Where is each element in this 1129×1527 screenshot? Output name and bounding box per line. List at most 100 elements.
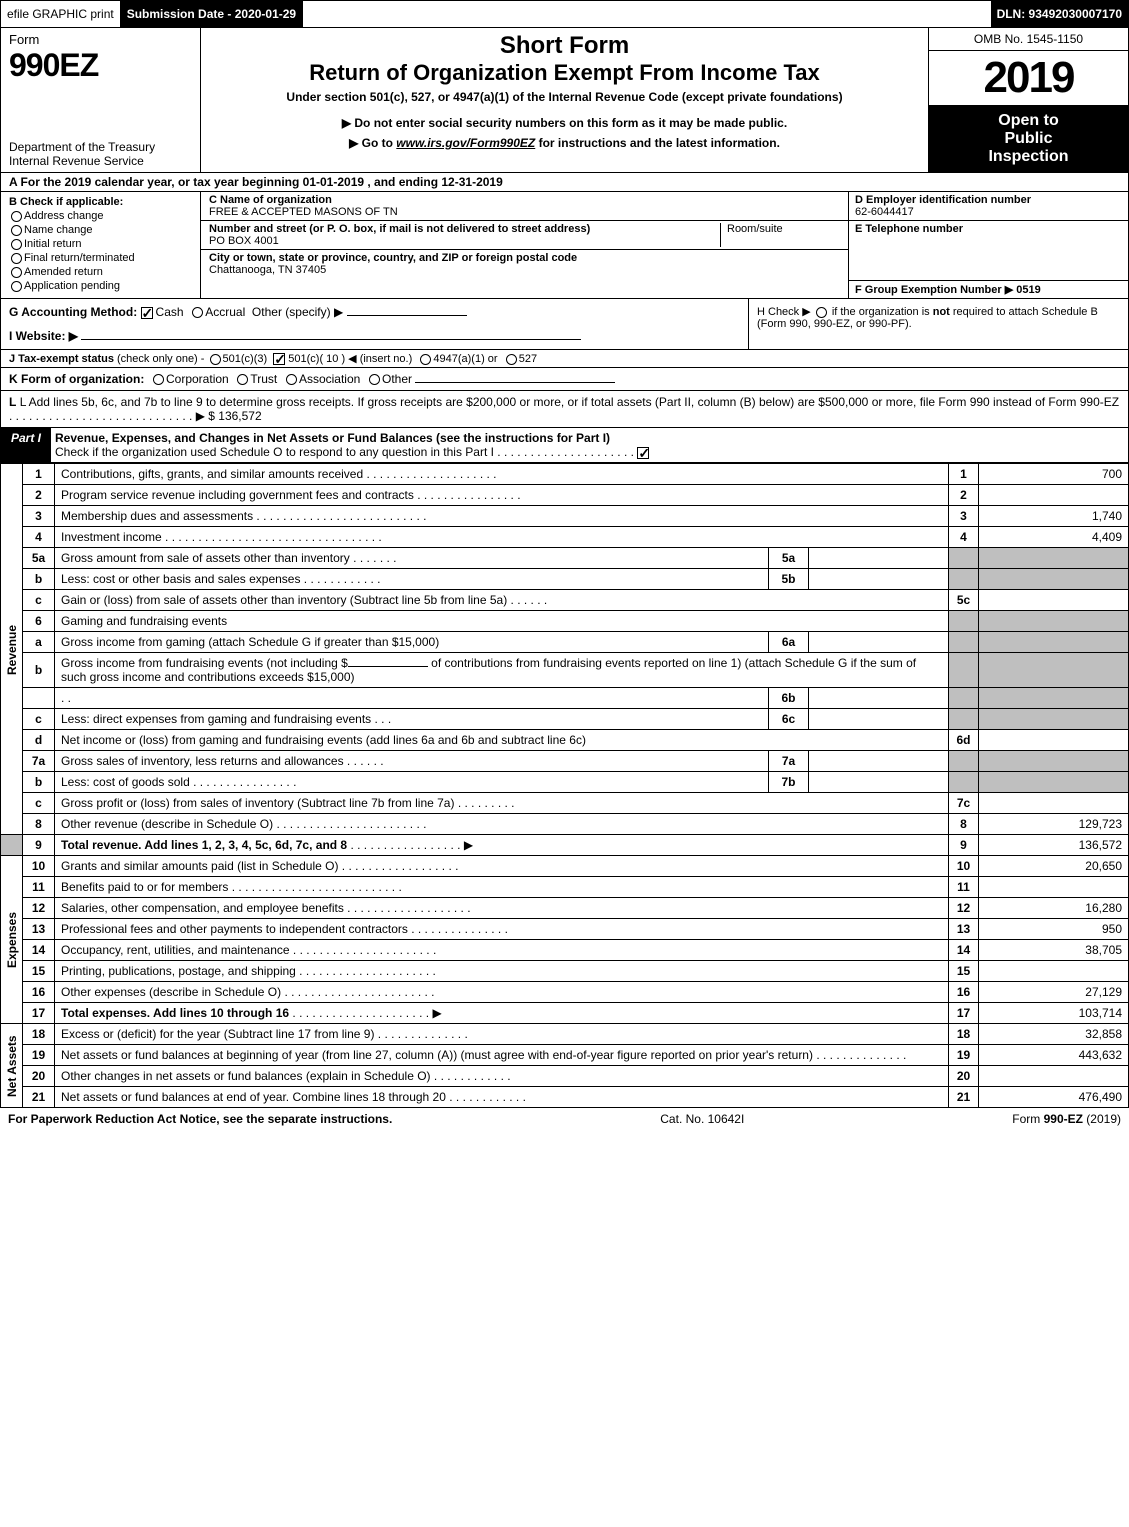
chk-501c[interactable] [273,353,285,365]
val-4: 4,409 [979,527,1129,548]
section-revenue: Revenue [1,464,23,835]
header-block: Form 990EZ Department of the Treasury In… [0,28,1129,173]
val-9: 136,572 [979,835,1129,856]
box-b-header: B Check if applicable: [9,196,192,208]
efile-text: efile GRAPHIC print [7,7,114,21]
label-street: Number and street (or P. O. box, if mail… [209,223,720,235]
val-19: 443,632 [979,1045,1129,1066]
val-7c [979,793,1129,814]
form-label: Form [9,32,192,47]
chk-schedule-o[interactable] [637,447,649,459]
warn-post: for instructions and the latest informat… [535,136,780,150]
efile-label: efile GRAPHIC print [1,1,121,27]
box-b: B Check if applicable: Address change Na… [1,192,201,298]
row-k: K Form of organization: Corporation Trus… [0,368,1129,391]
val-12: 16,280 [979,898,1129,919]
chk-other-org[interactable] [369,374,380,385]
chk-527[interactable] [506,354,517,365]
val-6d [979,730,1129,751]
box-d: D Employer identification number 62-6044… [849,192,1128,221]
street: PO BOX 4001 [209,235,279,247]
row-a-tax-year: A For the 2019 calendar year, or tax yea… [0,173,1129,192]
box-h: H Check ▶ if the organization is not req… [748,299,1128,349]
chk-name-change[interactable]: Name change [9,224,192,236]
label-website: I Website: ▶ [9,329,78,343]
header-mid: Short Form Return of Organization Exempt… [201,28,928,172]
val-18: 32,858 [979,1024,1129,1045]
warn-link: ▶ Go to www.irs.gov/Form990EZ for instru… [209,136,920,150]
header-right: OMB No. 1545-1150 2019 Open to Public In… [928,28,1128,172]
block-bcdef: B Check if applicable: Address change Na… [0,192,1129,299]
val-3: 1,740 [979,506,1129,527]
chk-application-pending[interactable]: Application pending [9,280,192,292]
box-def: D Employer identification number 62-6044… [848,192,1128,298]
title-short-form: Short Form [209,32,920,60]
title-return: Return of Organization Exempt From Incom… [209,60,920,86]
chk-4947[interactable] [420,354,431,365]
chk-corporation[interactable] [153,374,164,385]
val-5b [809,569,949,590]
chk-association[interactable] [286,374,297,385]
other-org-line [415,382,615,383]
label-city: City or town, state or province, country… [209,252,840,264]
submission-date: Submission Date - 2020-01-29 [121,1,303,27]
footer-left: For Paperwork Reduction Act Notice, see … [8,1112,392,1126]
val-7b [809,772,949,793]
omb-number: OMB No. 1545-1150 [929,28,1128,51]
dln-label: DLN: 93492030007170 [991,1,1128,27]
val-21: 476,490 [979,1087,1129,1108]
part1-header-row: Part I Revenue, Expenses, and Changes in… [0,428,1129,463]
other-specify-line [347,315,467,316]
chk-schedule-b[interactable] [816,307,827,318]
label-org-name: C Name of organization [209,194,840,206]
open-public-inspection: Open to Public Inspection [929,106,1128,172]
lines-table: Revenue 1 Contributions, gifts, grants, … [0,463,1129,1108]
website-line [81,339,581,340]
open-1: Open to [935,112,1122,130]
row-gh: G Accounting Method: Cash Accrual Other … [0,299,1129,350]
chk-trust[interactable] [237,374,248,385]
warn-ssn: ▶ Do not enter social security numbers o… [209,116,920,130]
chk-501c3[interactable] [210,354,221,365]
chk-accrual[interactable] [192,307,203,318]
chk-amended-return[interactable]: Amended return [9,266,192,278]
val-1: 700 [979,464,1129,485]
val-6a [809,632,949,653]
org-name: FREE & ACCEPTED MASONS OF TN [209,206,398,218]
ein-value: 62-6044417 [855,206,914,218]
row-j: J Tax-exempt status (check only one) - 5… [0,350,1129,368]
room-suite: Room/suite [720,223,840,247]
chk-initial-return[interactable]: Initial return [9,238,192,250]
val-6c [809,709,949,730]
chk-address-change[interactable]: Address change [9,210,192,222]
val-11 [979,877,1129,898]
dept-label: Department of the Treasury [9,140,192,154]
part1-label: Part I [1,428,51,462]
form-number: 990EZ [9,47,192,84]
section-expenses: Expenses [1,856,23,1024]
chk-cash[interactable] [141,307,153,319]
box-e: E Telephone number [849,221,1128,281]
val-7a [809,751,949,772]
topbar-spacer [303,1,990,27]
label-group-exempt: F Group Exemption Number ▶ 0519 [855,284,1041,296]
val-20 [979,1066,1129,1087]
irs-link[interactable]: www.irs.gov/Form990EZ [396,136,535,150]
val-6b [809,688,949,709]
chk-final-return[interactable]: Final return/terminated [9,252,192,264]
label-phone: E Telephone number [855,223,963,235]
section-netassets: Net Assets [1,1024,23,1108]
val-5a [809,548,949,569]
label-accounting: G Accounting Method: [9,305,137,319]
val-10: 20,650 [979,856,1129,877]
box-f: F Group Exemption Number ▶ 0519 [849,281,1128,298]
subtitle: Under section 501(c), 527, or 4947(a)(1)… [209,90,920,104]
row-l: L L Add lines 5b, 6c, and 7b to line 9 t… [0,391,1129,428]
val-17: 103,714 [979,1003,1129,1024]
part1-title: Revenue, Expenses, and Changes in Net As… [51,428,1128,462]
label-ein: D Employer identification number [855,194,1031,206]
footer-right: Form 990-EZ (2019) [1012,1112,1121,1126]
val-5c [979,590,1129,611]
val-14: 38,705 [979,940,1129,961]
city: Chattanooga, TN 37405 [209,264,326,276]
